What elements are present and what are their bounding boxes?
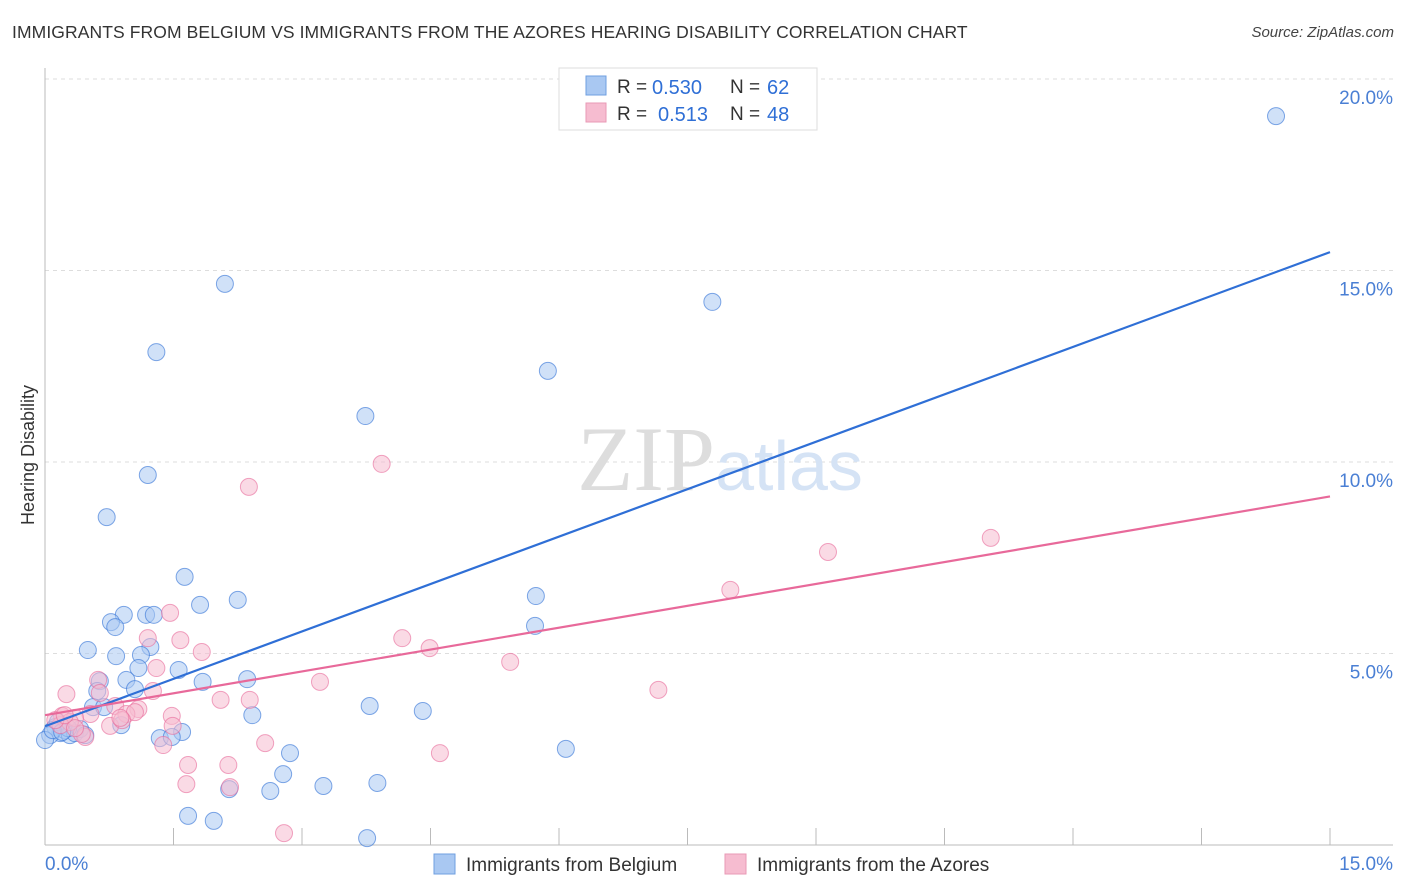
data-point-blue <box>1267 107 1286 126</box>
data-point-blue <box>243 706 262 725</box>
data-point-blue <box>413 701 432 720</box>
y-tick-label: 20.0% <box>1339 88 1393 109</box>
trend-line-pink <box>44 495 1331 717</box>
data-point-blue <box>129 659 148 678</box>
r-label: R = <box>617 104 647 125</box>
data-point-blue <box>556 739 575 758</box>
x-tick-label: 0.0% <box>45 854 88 875</box>
data-point-pink <box>981 528 1000 547</box>
n-value: 62 <box>767 77 789 99</box>
y-tick-label: 15.0% <box>1339 280 1393 301</box>
data-point-blue <box>204 811 223 830</box>
data-point-blue <box>261 781 280 800</box>
x-tick-label: 15.0% <box>1339 854 1393 875</box>
data-point-pink <box>818 543 837 562</box>
data-point-blue <box>314 777 333 796</box>
r-label: R = <box>617 77 647 98</box>
data-point-pink <box>90 683 109 702</box>
data-point-pink <box>501 652 520 671</box>
legend-label: Immigrants from Belgium <box>466 855 677 876</box>
data-point-blue <box>179 806 198 825</box>
r-value: 0.530 <box>652 77 702 99</box>
data-point-pink <box>65 719 84 738</box>
source-label: Source: ZipAtlas.com <box>1251 24 1394 41</box>
data-point-blue <box>360 696 379 715</box>
legend-label: Immigrants from the Azores <box>757 855 989 876</box>
watermark: ZIPatlas <box>577 408 863 510</box>
data-point-pink <box>240 690 259 709</box>
stats-legend: R = 0.530 N = 62 R = 0.513 N = 48 <box>558 67 818 131</box>
data-point-pink <box>177 775 196 794</box>
legend-swatch-pink <box>585 102 607 123</box>
data-point-blue <box>274 765 293 784</box>
y-tick-label: 5.0% <box>1350 663 1393 684</box>
data-point-blue <box>368 773 387 792</box>
data-point-pink <box>649 680 668 699</box>
data-point-pink <box>111 708 130 727</box>
series-legend: Immigrants from Belgium Immigrants from … <box>433 853 989 876</box>
data-point-blue <box>97 508 116 527</box>
data-point-blue <box>281 744 300 763</box>
data-point-blue <box>106 618 125 637</box>
data-point-pink <box>138 629 157 648</box>
data-point-blue <box>356 407 375 426</box>
data-point-blue <box>228 590 247 609</box>
legend-item-belgium[interactable]: Immigrants from Belgium <box>433 853 677 876</box>
data-point-blue <box>138 466 157 485</box>
trend-line-blue <box>44 251 1331 728</box>
data-point-pink <box>163 716 182 735</box>
data-point-pink <box>211 690 230 709</box>
data-point-blue <box>193 672 212 691</box>
legend-swatch-blue <box>585 75 607 96</box>
data-point-blue <box>215 274 234 293</box>
gridlines <box>45 78 1393 654</box>
data-point-blue <box>703 292 722 311</box>
n-label: N = <box>730 104 760 125</box>
n-label: N = <box>730 77 760 98</box>
trend-lines <box>44 251 1331 728</box>
data-point-pink <box>393 629 412 648</box>
data-point-blue <box>175 567 194 586</box>
data-point-blue <box>526 587 545 606</box>
data-point-pink <box>239 477 258 496</box>
data-point-blue <box>358 829 377 848</box>
chart-title: IMMIGRANTS FROM BELGIUM VS IMMIGRANTS FR… <box>12 22 968 42</box>
data-point-blue <box>538 361 557 380</box>
data-point-blue <box>191 595 210 614</box>
data-point-pink <box>154 736 173 755</box>
data-point-pink <box>219 755 238 774</box>
data-point-blue <box>78 641 97 660</box>
data-point-pink <box>179 755 198 774</box>
axes: 5.0% 10.0% 15.0% 20.0% <box>44 68 1393 846</box>
data-point-pink <box>192 642 211 661</box>
data-point-pink <box>147 659 166 678</box>
data-point-pink <box>256 734 275 753</box>
data-point-pink <box>221 778 240 797</box>
r-value: 0.513 <box>658 104 708 126</box>
data-point-pink <box>310 672 329 691</box>
data-point-pink <box>57 685 76 704</box>
legend-item-azores[interactable]: Immigrants from the Azores <box>724 853 989 876</box>
data-point-pink <box>161 603 180 622</box>
n-value: 48 <box>767 104 789 126</box>
data-point-blue <box>147 343 166 362</box>
data-point-blue <box>107 647 126 666</box>
y-axis-label: Hearing Disability <box>18 385 38 525</box>
data-point-pink <box>721 580 740 599</box>
y-tick-label: 10.0% <box>1339 471 1393 492</box>
data-point-pink <box>171 631 190 650</box>
data-point-pink <box>275 824 294 843</box>
data-point-pink <box>430 744 449 763</box>
data-point-pink <box>372 454 391 473</box>
data-point-blue <box>144 605 163 624</box>
